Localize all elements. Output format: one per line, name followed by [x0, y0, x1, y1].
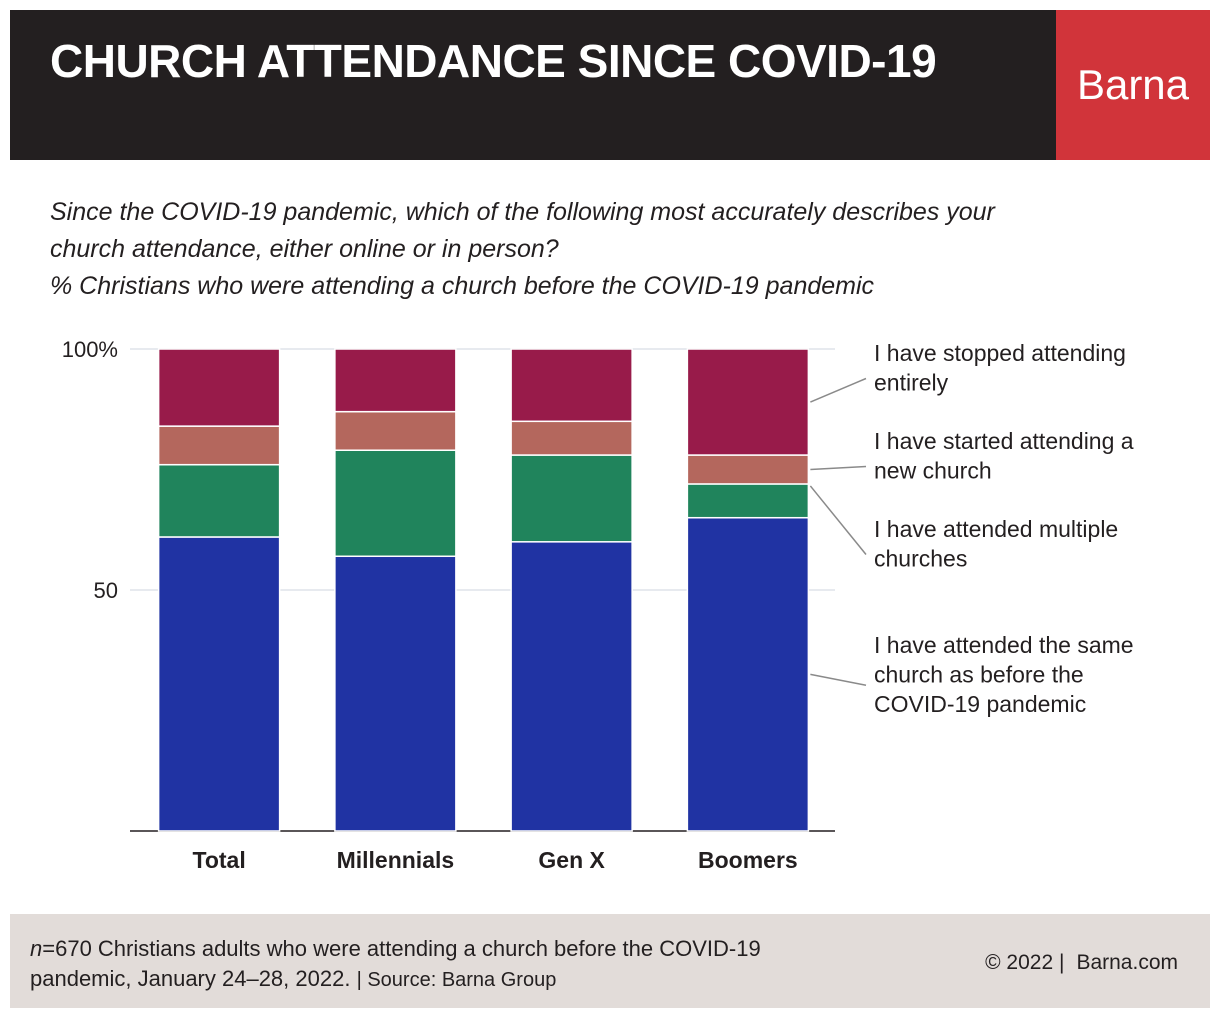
footer: n=670 Christians adults who were attendi… — [10, 914, 1210, 1008]
bar-segment — [686, 348, 810, 456]
x-category-label: Total — [193, 847, 246, 873]
legend-label: churches — [874, 546, 967, 572]
sample-description: =670 Christians adults who were attendin… — [42, 936, 761, 961]
bar-segment — [510, 541, 633, 832]
bar-segment — [686, 483, 810, 519]
brand-logo: Barna — [1056, 10, 1210, 160]
legend-leader-line — [810, 377, 867, 403]
page-title: CHURCH ATTENDANCE SINCE COVID-19 — [50, 35, 937, 87]
x-category-label: Boomers — [698, 847, 798, 873]
sample-size-label: n — [30, 936, 43, 961]
bar-segment — [686, 454, 810, 485]
y-tick-label: 100% — [62, 337, 118, 362]
bar-segment — [334, 449, 457, 558]
y-tick-label: 50 — [94, 578, 118, 603]
legend-label: COVID-19 pandemic — [874, 691, 1086, 717]
brand-name: Barna — [1076, 61, 1190, 108]
legend-leader-line — [809, 485, 867, 555]
legend-label: I have attended the same — [874, 632, 1134, 658]
x-category-label: Gen X — [538, 847, 605, 873]
source-note: | Source: Barna Group — [356, 969, 557, 991]
chart-question: Since the COVID-19 pandemic, which of th… — [50, 194, 1190, 305]
header-bar: CHURCH ATTENDANCE SINCE COVID-19 — [10, 10, 1056, 160]
survey-dates: pandemic, January 24–28, 2022. — [30, 966, 351, 991]
copyright-text: © 2022 | — [985, 951, 1065, 974]
bar-segment — [334, 555, 457, 832]
x-category-label: Millennials — [337, 847, 455, 873]
site-link[interactable]: Barna.com — [1076, 951, 1178, 974]
legend-label: church as before the — [874, 662, 1084, 688]
legend-leader-line — [810, 465, 867, 471]
bar-segment — [334, 410, 457, 451]
bar-segment — [157, 536, 281, 832]
footer-credits: © 2022 | Barna.com — [985, 949, 1178, 977]
legend-leader-line — [810, 673, 867, 686]
legend-label: I have stopped attending — [874, 340, 1126, 366]
stacked-bar-chart: 50 100% Total Millennials Gen X Boomers I have… — [62, 337, 1134, 873]
question-line-2: church attendance, either online or in p… — [50, 235, 559, 263]
bar-segment — [510, 348, 633, 423]
bar-segment — [510, 454, 633, 543]
bar-segment — [157, 463, 281, 538]
legend-label: new church — [874, 458, 992, 484]
legend-label: I have started attending a — [874, 428, 1134, 454]
question-line-1: Since the COVID-19 pandemic, which of th… — [50, 198, 995, 226]
legend-label: entirely — [874, 370, 949, 396]
bar-segment — [334, 348, 457, 413]
bar-segment — [510, 420, 633, 456]
bar-segment — [157, 348, 281, 427]
footer-note: n=670 Christians adults who were attendi… — [30, 934, 890, 995]
bar-segment — [157, 425, 281, 466]
legend-label: I have attended multiple — [874, 516, 1118, 542]
bar-segment — [686, 516, 810, 832]
question-line-3: % Christians who were attending a church… — [50, 272, 875, 300]
